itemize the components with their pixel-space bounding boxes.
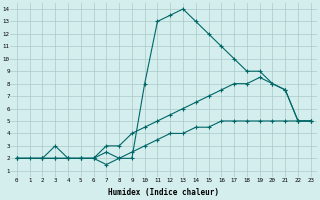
X-axis label: Humidex (Indice chaleur): Humidex (Indice chaleur) (108, 188, 219, 197)
